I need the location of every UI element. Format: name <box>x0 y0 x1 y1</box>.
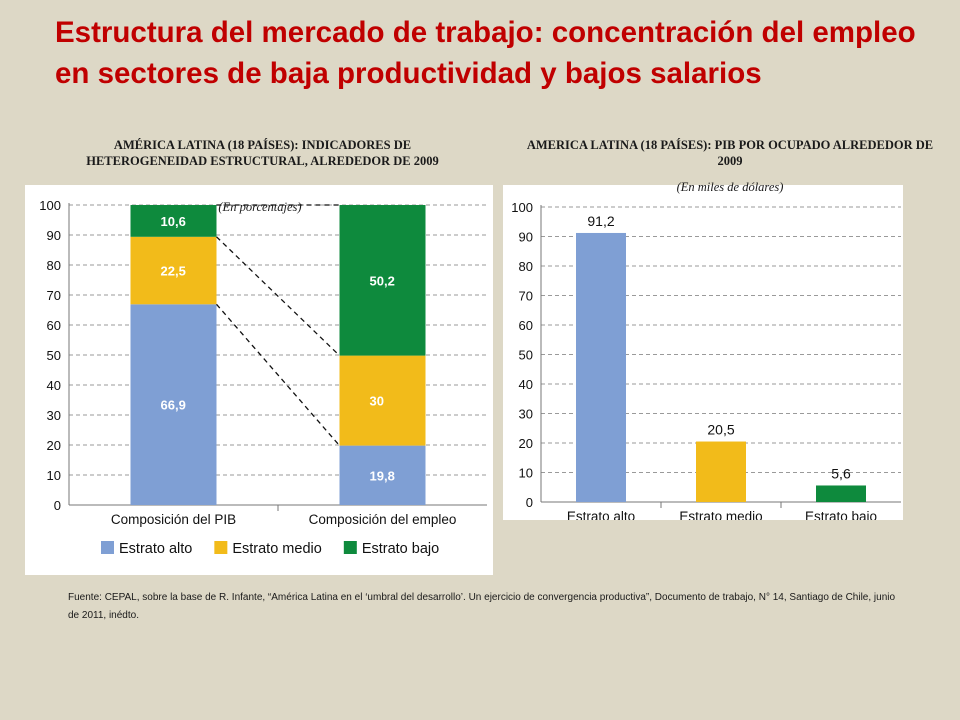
bar-segment <box>339 205 426 356</box>
y-tick-label: 40 <box>47 378 61 393</box>
y-tick-label: 10 <box>519 466 533 481</box>
y-tick-label: 60 <box>47 318 61 333</box>
x-tick-label: Composición del PIB <box>111 512 236 527</box>
y-tick-label: 0 <box>526 495 533 510</box>
bar-segment <box>339 355 426 446</box>
right-chart-panel: 0 10 20 30 40 50 60 70 80 90 100 91,2 Estrato alto 20… <box>503 185 903 520</box>
legend-label: Estrato bajo <box>362 541 439 557</box>
y-tick-label: 30 <box>47 408 61 423</box>
slide-title: Estructura del mercado de trabajo: conce… <box>55 16 916 90</box>
bar <box>816 485 866 502</box>
x-tick-label: Estrato bajo <box>805 509 877 520</box>
y-tick-label: 80 <box>519 259 533 274</box>
x-tick-label: Composición del empleo <box>309 512 457 527</box>
y-tick-label: 50 <box>519 348 533 363</box>
right-bar-chart: 0 10 20 30 40 50 60 70 80 90 100 91,2 Estrato alto 20… <box>511 200 901 520</box>
y-tick-label: 20 <box>47 438 61 453</box>
y-tick-label: 10 <box>47 468 61 483</box>
y-tick-label: 0 <box>54 498 61 513</box>
left-stacked-bar-chart: 0 10 20 30 40 50 60 70 80 90 100 66,9 22,5 10,6 Compos… <box>39 198 487 557</box>
bar-segment <box>339 445 426 505</box>
connector-line <box>216 236 340 357</box>
data-label: 20,5 <box>707 422 734 438</box>
connector-line <box>216 303 340 447</box>
left-chart-subtitle: (En porcentajes) <box>218 200 302 214</box>
x-tick-label: Estrato alto <box>567 509 635 520</box>
legend-swatch <box>343 541 357 554</box>
bar <box>576 232 626 502</box>
y-tick-label: 20 <box>519 436 533 451</box>
data-label: 91,2 <box>587 213 614 229</box>
y-tick-label: 100 <box>511 200 533 215</box>
y-tick-label: 30 <box>519 407 533 422</box>
bar-segment <box>130 304 217 505</box>
y-tick-label: 40 <box>519 377 533 392</box>
y-tick-label: 50 <box>47 348 61 363</box>
x-tick-label: Estrato medio <box>679 509 762 520</box>
left-chart-panel: 0 10 20 30 40 50 60 70 80 90 100 66,9 22,5 10,6 Compos… <box>25 185 493 575</box>
bar-segment <box>130 205 217 237</box>
left-chart-title: AMÉRICA LATINA (18 PAÍSES): INDICADORES … <box>86 138 439 168</box>
y-tick-label: 60 <box>519 318 533 333</box>
legend-swatch <box>214 541 228 554</box>
y-tick-label: 70 <box>519 289 533 304</box>
y-tick-label: 100 <box>39 198 61 213</box>
data-label: 50,2 <box>370 273 395 288</box>
data-label: 19,8 <box>370 468 395 483</box>
data-label: 10,6 <box>161 214 186 229</box>
legend-label: Estrato alto <box>119 541 192 557</box>
right-chart-title: AMERICA LATINA (18 PAÍSES): PIB POR OCUP… <box>526 138 934 168</box>
y-tick-label: 80 <box>47 258 61 273</box>
y-tick-label: 70 <box>47 288 61 303</box>
legend-label: Estrato medio <box>232 541 321 557</box>
bar <box>696 441 746 502</box>
source-note: Fuente: CEPAL, sobre la base de R. Infan… <box>68 592 896 621</box>
data-label: 5,6 <box>831 465 851 481</box>
right-chart-subtitle: (En miles de dólares) <box>676 180 784 194</box>
data-label: 30 <box>370 394 384 409</box>
bar-segment <box>130 236 217 305</box>
data-label: 22,5 <box>161 264 186 279</box>
legend-swatch <box>101 541 114 554</box>
y-tick-label: 90 <box>47 228 61 243</box>
data-label: 66,9 <box>161 398 186 413</box>
y-tick-label: 90 <box>519 230 533 245</box>
